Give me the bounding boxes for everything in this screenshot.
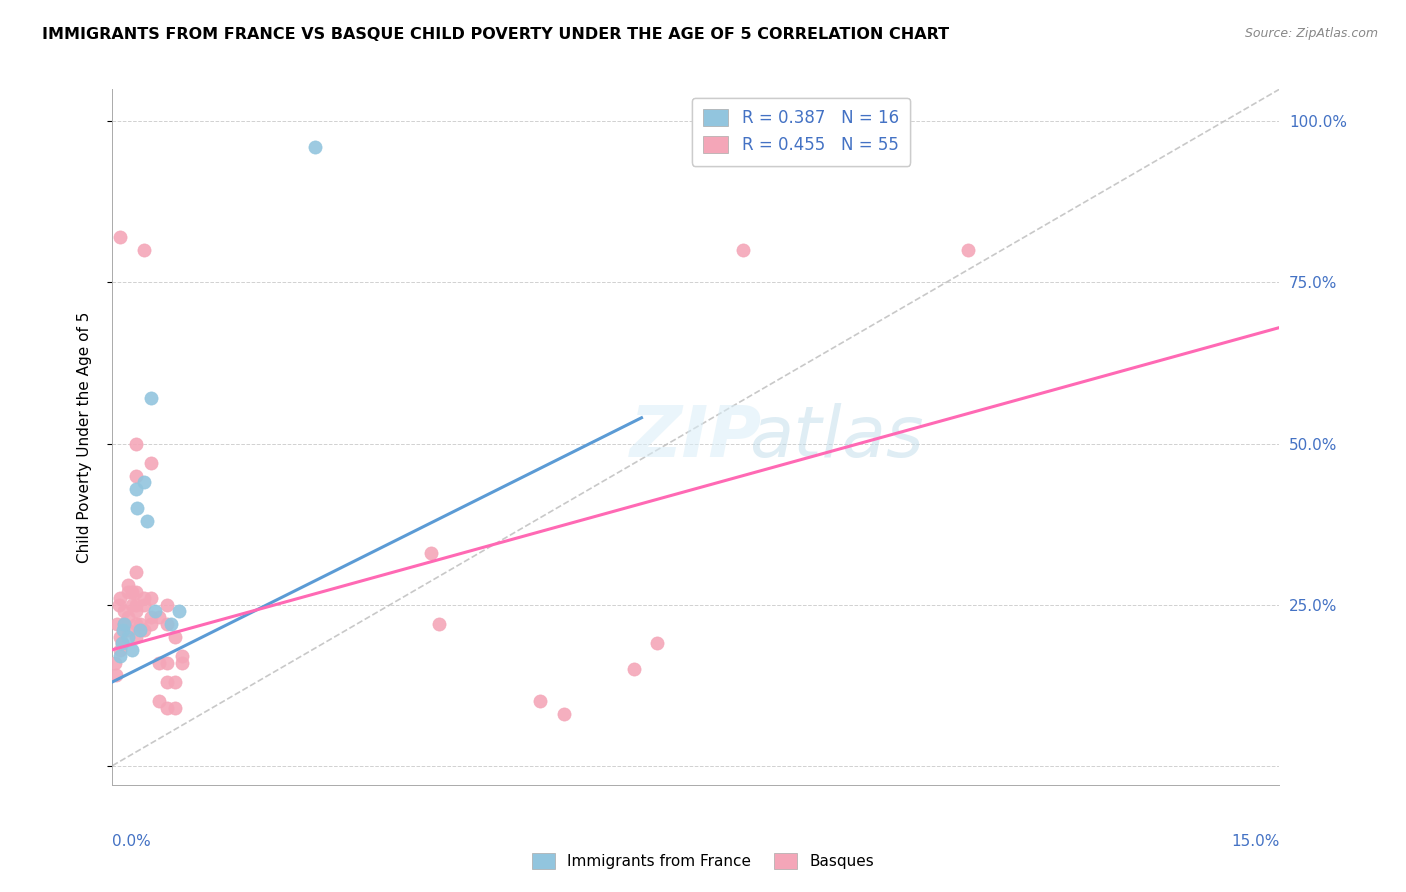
- Point: [128, 624, 150, 638]
- Point: [121, 642, 143, 657]
- Point: [132, 244, 155, 258]
- Point: [125, 468, 148, 483]
- Point: [110, 642, 132, 657]
- Point: [132, 598, 155, 612]
- Text: 15.0%: 15.0%: [1232, 834, 1279, 849]
- Y-axis label: Child Poverty Under the Age of 5: Child Poverty Under the Age of 5: [77, 311, 91, 563]
- Point: [141, 591, 163, 606]
- Text: IMMIGRANTS FROM FRANCE VS BASQUE CHILD POVERTY UNDER THE AGE OF 5 CORRELATION CH: IMMIGRANTS FROM FRANCE VS BASQUE CHILD P…: [42, 27, 949, 42]
- Point: [125, 616, 148, 631]
- Point: [125, 598, 148, 612]
- Point: [156, 700, 179, 714]
- Point: [105, 616, 128, 631]
- Point: [172, 656, 194, 670]
- Point: [148, 610, 170, 624]
- Point: [125, 630, 148, 644]
- Point: [163, 674, 186, 689]
- Point: [105, 668, 128, 682]
- Point: [125, 584, 148, 599]
- Point: [304, 140, 326, 154]
- Point: [128, 616, 150, 631]
- Point: [117, 584, 139, 599]
- Point: [110, 630, 132, 644]
- Point: [156, 616, 179, 631]
- Point: [110, 591, 132, 606]
- Point: [127, 500, 149, 515]
- Point: [110, 649, 132, 664]
- Legend: R = 0.387   N = 16, R = 0.455   N = 55: R = 0.387 N = 16, R = 0.455 N = 55: [692, 97, 911, 166]
- Point: [117, 610, 139, 624]
- Point: [143, 604, 166, 618]
- Point: [148, 656, 170, 670]
- Point: [132, 475, 155, 490]
- Point: [156, 656, 179, 670]
- Point: [125, 566, 148, 580]
- Point: [156, 674, 179, 689]
- Point: [731, 244, 754, 258]
- Point: [111, 636, 134, 650]
- Point: [156, 598, 179, 612]
- Point: [141, 610, 163, 624]
- Point: [125, 436, 148, 450]
- Point: [623, 662, 645, 676]
- Point: [553, 707, 575, 722]
- Point: [645, 636, 668, 650]
- Point: [125, 604, 148, 618]
- Point: [132, 591, 155, 606]
- Point: [172, 649, 194, 664]
- Point: [121, 598, 143, 612]
- Point: [141, 392, 163, 406]
- Point: [529, 694, 551, 708]
- Point: [112, 604, 135, 618]
- Point: [163, 630, 186, 644]
- Point: [121, 584, 143, 599]
- Text: Source: ZipAtlas.com: Source: ZipAtlas.com: [1244, 27, 1378, 40]
- Legend: Immigrants from France, Basques: Immigrants from France, Basques: [526, 847, 880, 875]
- Point: [141, 616, 163, 631]
- Point: [125, 482, 148, 496]
- Text: atlas: atlas: [749, 402, 924, 472]
- Point: [117, 630, 139, 644]
- Text: ZIP: ZIP: [630, 402, 762, 472]
- Point: [110, 230, 132, 244]
- Point: [112, 616, 135, 631]
- Point: [107, 598, 129, 612]
- Point: [112, 616, 135, 631]
- Point: [141, 456, 163, 470]
- Point: [148, 694, 170, 708]
- Point: [132, 624, 155, 638]
- Point: [117, 578, 139, 592]
- Point: [163, 700, 186, 714]
- Point: [136, 514, 159, 528]
- Point: [111, 636, 134, 650]
- Point: [111, 624, 134, 638]
- Point: [420, 546, 443, 560]
- Point: [957, 244, 980, 258]
- Text: 0.0%: 0.0%: [112, 834, 152, 849]
- Point: [117, 624, 139, 638]
- Point: [104, 656, 127, 670]
- Point: [167, 604, 190, 618]
- Point: [427, 616, 450, 631]
- Point: [160, 616, 183, 631]
